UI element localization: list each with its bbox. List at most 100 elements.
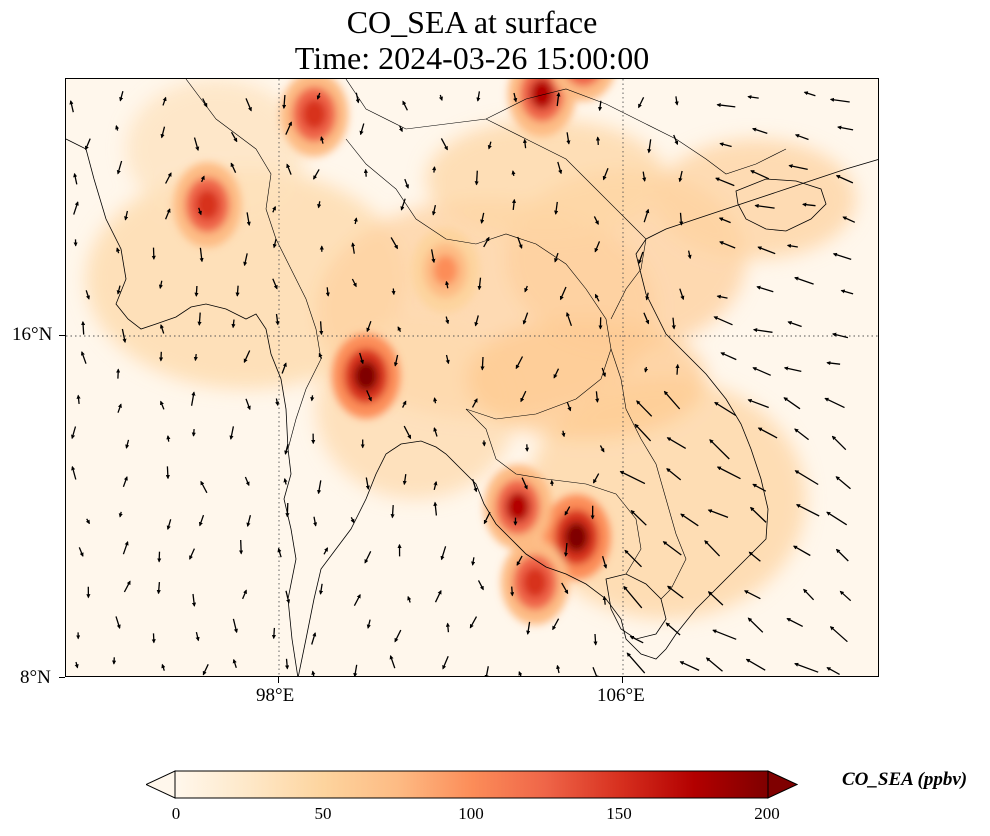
wind-arrow-84 [243,253,248,267]
wind-arrow-124 [231,319,236,329]
plot-title: CO_SEA at surface [346,4,598,40]
wind-arrow-263 [191,593,197,607]
wind-arrow-181 [125,439,130,449]
wind-arrow-113 [594,293,600,302]
wind-arrow-67 [353,217,358,225]
wind-arrow-201 [122,476,128,488]
wind-arrow-0 [69,100,74,113]
wind-arrow-115 [679,288,685,301]
wind-arrow-38 [794,133,809,141]
wind-arrow-94 [638,251,644,264]
wind-arrow-239 [826,511,848,526]
wind-arrow-125 [275,313,280,326]
wind-arrow-238 [795,504,820,517]
wind-arrow-193 [599,445,605,453]
wind-arrow-224 [246,515,252,528]
wind-arrow-73 [593,216,599,225]
colorbar-extend-max [767,770,798,799]
wind-arrow-247 [364,551,372,564]
wind-arrow-149 [445,354,450,365]
wind-arrow-254 [624,549,642,568]
wind-arrow-306 [311,670,316,676]
wind-arrow-63 [197,207,202,216]
coastline-hainan [735,178,827,232]
co-hotspot-10-ring-2 [433,255,458,286]
wind-arrow-168 [402,400,407,408]
wind-arrow-48 [404,178,409,189]
wind-arrow-100 [85,290,90,300]
wind-arrow-167 [366,390,372,402]
co-hotspot-8-ring-2 [523,567,548,598]
wind-arrow-292 [552,618,560,631]
wind-arrow-259 [835,548,849,562]
colorbar-extend-min [146,770,176,799]
wind-arrow-284 [232,618,238,634]
wind-arrow-313 [592,667,599,676]
wind-arrow-274 [623,585,643,609]
border-cambodia [465,408,642,575]
wind-arrow-101 [116,285,121,295]
lat-tick-mark-8n [59,677,65,678]
wind-arrow-15 [674,96,679,106]
wind-arrow-104 [235,285,240,297]
wind-arrow-207 [365,477,370,490]
wind-arrow-265 [285,590,291,604]
wind-arrow-153 [601,367,606,378]
wind-arrow-202 [165,466,170,480]
wind-arrow-213 [592,473,600,484]
wind-arrow-145 [281,362,287,374]
wind-arrow-212 [550,479,555,486]
wind-arrow-216 [716,466,741,480]
wind-arrow-110 [477,277,482,291]
wind-arrow-195 [666,437,687,449]
wind-arrow-279 [839,590,852,602]
wind-arrow-98 [786,243,798,248]
wind-arrow-295 [665,622,681,636]
wind-arrow-31 [522,138,528,149]
wind-arrow-182 [166,435,171,442]
wind-arrow-112 [559,286,567,301]
wind-arrow-261 [123,580,131,593]
wind-arrow-253 [601,556,608,569]
wind-arrow-106 [325,287,330,297]
lon-tick-label-98e: 98°E [256,685,295,706]
wind-arrow-88 [390,237,399,250]
wind-arrow-230 [483,511,491,525]
wind-arrow-272 [561,582,569,595]
wind-arrow-256 [704,540,721,557]
map-panel[interactable] [65,78,879,677]
wind-arrow-69 [431,204,437,216]
wind-arrow-46 [313,169,320,180]
wind-arrow-55 [678,170,683,183]
wind-arrow-296 [712,629,737,640]
wind-arrow-20 [84,138,91,151]
wind-arrow-42 [165,172,172,184]
wind-arrow-116 [716,294,728,299]
wind-arrow-302 [161,663,166,671]
wind-arrow-185 [284,443,289,455]
wind-arrow-59 [835,175,854,184]
co-field-background [86,79,856,619]
wind-arrow-217 [752,483,767,492]
wind-arrow-83 [199,247,204,263]
wind-arrow-277 [743,590,761,600]
wind-arrow-39 [837,125,854,131]
wind-arrow-97 [757,246,776,255]
wind-arrow-266 [318,583,324,595]
wind-arrow-271 [510,586,515,597]
wind-arrow-58 [788,164,808,171]
wind-arrow-29 [440,138,448,151]
colorbar-label: CO_SEA (ppbv) [842,769,968,790]
lon-tick-label-106e: 106°E [597,685,645,706]
wind-vector-layer [69,91,856,676]
wind-arrow-95 [687,250,692,260]
wind-arrow-91 [517,236,523,249]
wind-arrow-93 [594,241,601,253]
wind-arrow-196 [709,439,730,460]
wind-arrow-319 [826,667,840,675]
wind-arrow-89 [430,249,436,264]
wind-arrow-108 [391,288,396,296]
wind-arrow-204 [244,476,250,487]
wind-arrow-298 [786,617,803,627]
wind-arrow-317 [745,658,766,671]
